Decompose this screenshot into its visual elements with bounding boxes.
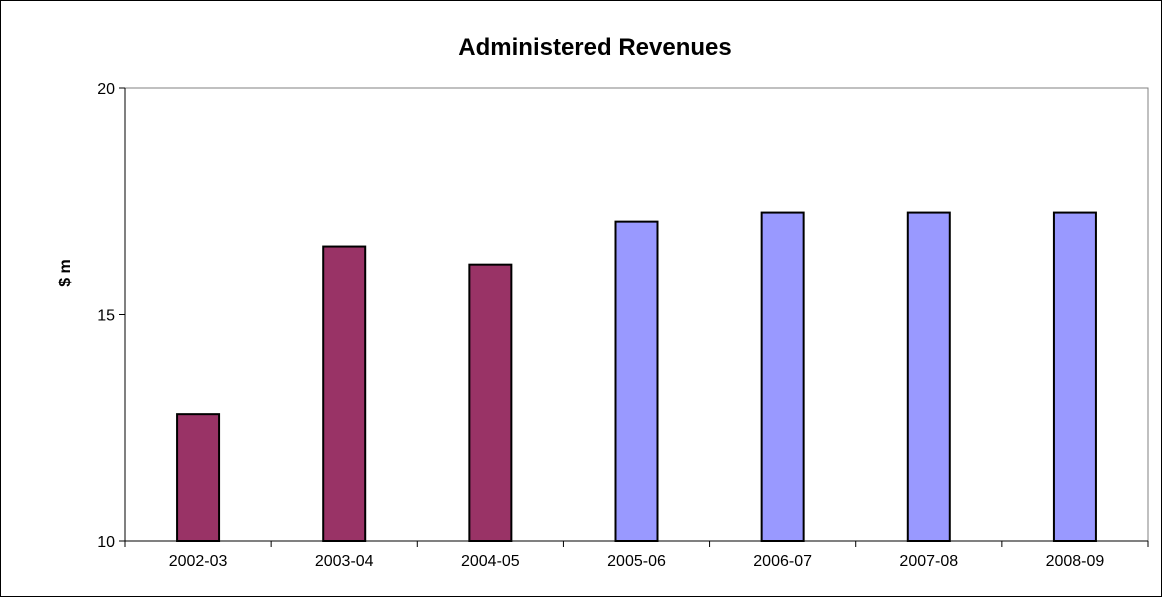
x-tick-label: 2005-06: [607, 553, 666, 570]
chart-title: Administered Revenues: [458, 34, 731, 61]
y-tick-label: 15: [97, 308, 115, 325]
x-tick-label: 2003-04: [315, 553, 374, 570]
x-tick-label: 2007-08: [899, 553, 958, 570]
x-tick-label: 2004-05: [461, 553, 520, 570]
bar-2006-07: [760, 211, 805, 542]
x-tick-label: 2008-09: [1046, 553, 1105, 570]
bar-2003-04: [322, 245, 367, 543]
bar-2004-05: [468, 263, 513, 542]
x-tick-label: 2006-07: [753, 553, 812, 570]
x-tick-label: 2002-03: [169, 553, 228, 570]
y-tick-label: 20: [97, 81, 115, 98]
y-tick-label: 10: [97, 534, 115, 551]
bar-2002-03: [176, 413, 221, 542]
plot-area: 10 15 20 2002-03 2003-04 2004-05 2005-06 2006-0…: [97, 81, 1149, 570]
y-axis-label: $ m: [57, 259, 74, 287]
bar-2005-06: [614, 220, 659, 542]
bar-2007-08: [906, 211, 951, 542]
bar-2008-09: [1052, 211, 1097, 542]
